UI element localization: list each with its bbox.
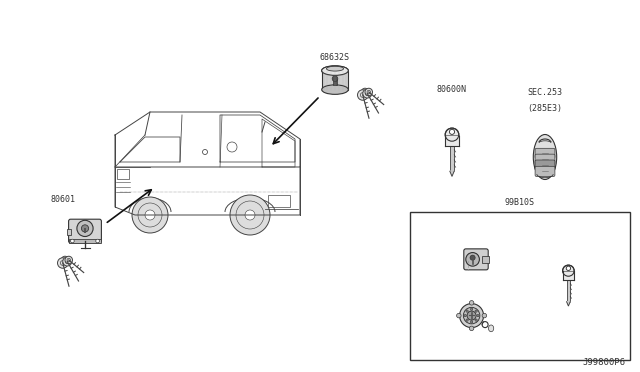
- Circle shape: [81, 225, 88, 232]
- FancyBboxPatch shape: [535, 148, 555, 158]
- Bar: [69, 239, 101, 243]
- Bar: [410, 212, 630, 360]
- Circle shape: [63, 257, 72, 266]
- Circle shape: [566, 266, 570, 270]
- Circle shape: [96, 239, 99, 243]
- Ellipse shape: [563, 265, 574, 276]
- Circle shape: [365, 88, 372, 96]
- Circle shape: [475, 310, 477, 312]
- Bar: [482, 256, 489, 263]
- Circle shape: [230, 195, 270, 235]
- Circle shape: [460, 304, 484, 328]
- Circle shape: [467, 311, 476, 320]
- Bar: [563, 271, 574, 280]
- Circle shape: [469, 326, 474, 331]
- Circle shape: [145, 210, 155, 220]
- Circle shape: [470, 321, 473, 323]
- Text: 68632S: 68632S: [320, 53, 350, 62]
- FancyBboxPatch shape: [464, 249, 488, 270]
- Circle shape: [469, 301, 474, 305]
- Bar: [445, 135, 459, 146]
- Text: SEC.253: SEC.253: [527, 88, 563, 97]
- Text: 80601: 80601: [50, 195, 75, 204]
- Bar: [268, 195, 290, 207]
- Ellipse shape: [322, 85, 348, 94]
- Circle shape: [470, 308, 473, 310]
- Circle shape: [58, 258, 68, 268]
- Circle shape: [477, 314, 479, 317]
- Circle shape: [456, 313, 461, 318]
- FancyBboxPatch shape: [535, 154, 555, 164]
- Circle shape: [475, 319, 477, 321]
- Circle shape: [132, 197, 168, 233]
- Circle shape: [358, 90, 368, 100]
- Text: J99800P6: J99800P6: [582, 358, 625, 367]
- Circle shape: [470, 255, 475, 260]
- Ellipse shape: [445, 128, 459, 141]
- Bar: [566, 280, 570, 302]
- Bar: [117, 169, 129, 179]
- Circle shape: [449, 129, 454, 134]
- Ellipse shape: [326, 66, 344, 71]
- Bar: [333, 79, 337, 85]
- Circle shape: [77, 220, 93, 237]
- Circle shape: [466, 310, 468, 312]
- Circle shape: [202, 150, 207, 154]
- Polygon shape: [566, 302, 570, 306]
- Text: 80600N: 80600N: [437, 85, 467, 94]
- Circle shape: [482, 313, 486, 318]
- Circle shape: [70, 239, 74, 243]
- Text: 99B10S: 99B10S: [505, 198, 535, 207]
- Circle shape: [65, 256, 72, 264]
- Ellipse shape: [488, 325, 493, 332]
- Circle shape: [463, 307, 480, 324]
- Circle shape: [466, 319, 468, 321]
- Circle shape: [464, 314, 467, 317]
- Text: (285E3): (285E3): [527, 104, 563, 113]
- Ellipse shape: [533, 135, 557, 180]
- FancyBboxPatch shape: [535, 166, 555, 176]
- Polygon shape: [450, 171, 454, 176]
- Circle shape: [332, 76, 338, 81]
- FancyBboxPatch shape: [535, 160, 555, 170]
- Circle shape: [363, 89, 372, 98]
- Bar: [84, 228, 86, 233]
- Circle shape: [466, 253, 479, 266]
- Bar: [322, 71, 348, 90]
- Bar: [67, 229, 70, 235]
- Circle shape: [245, 210, 255, 220]
- FancyBboxPatch shape: [68, 219, 101, 243]
- Bar: [450, 146, 454, 171]
- Ellipse shape: [322, 66, 348, 76]
- Ellipse shape: [322, 66, 348, 76]
